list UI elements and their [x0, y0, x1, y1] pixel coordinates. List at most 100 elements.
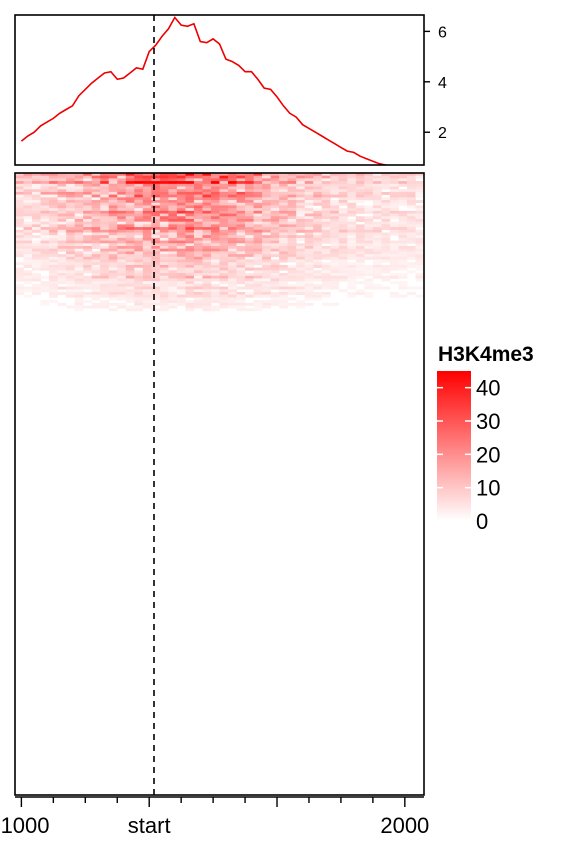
heatmap-cell	[40, 205, 50, 209]
heatmap-cell	[40, 248, 50, 252]
heatmap-cell	[304, 173, 314, 176]
heatmap-cell	[66, 264, 76, 268]
heatmap-cell	[185, 283, 195, 287]
heatmap-cell	[83, 173, 93, 176]
heatmap-cell	[185, 267, 195, 271]
heatmap-cell	[125, 194, 135, 198]
heatmap-cell	[372, 259, 382, 263]
heatmap-cell	[270, 273, 280, 277]
heatmap-cell	[270, 229, 280, 233]
heatmap-cell	[91, 235, 101, 239]
heatmap-cell	[57, 173, 67, 176]
heatmap-cell	[185, 246, 195, 250]
heatmap-cell	[83, 186, 93, 190]
heatmap-cell	[66, 256, 76, 260]
heatmap-cell	[83, 208, 93, 212]
heatmap-cell	[108, 218, 118, 222]
heatmap-cell	[117, 240, 127, 244]
heatmap-cell	[372, 205, 382, 209]
heatmap-cell	[210, 237, 220, 241]
heatmap-cell	[74, 308, 84, 312]
heatmap-cell	[253, 305, 263, 309]
heatmap-cell	[151, 308, 161, 312]
heatmap-cell	[262, 181, 272, 185]
heatmap-cell	[389, 197, 399, 201]
heatmap-cell	[355, 178, 365, 182]
heatmap-cell	[91, 197, 101, 201]
heatmap-cell	[185, 248, 195, 252]
heatmap-cell	[108, 256, 118, 260]
heatmap-cell	[185, 232, 195, 236]
heatmap-cell	[168, 283, 178, 287]
heatmap-cell	[49, 173, 58, 176]
heatmap-cell	[304, 256, 314, 260]
heatmap-cell	[91, 305, 101, 309]
heatmap-cell	[151, 259, 161, 263]
heatmap-cell	[66, 267, 76, 271]
heatmap-cell	[219, 181, 229, 185]
heatmap-cell	[15, 183, 24, 187]
heatmap-cell	[168, 300, 178, 304]
heatmap-cell	[176, 259, 186, 263]
heatmap-cell	[338, 246, 348, 250]
heatmap-cell	[270, 283, 280, 287]
heatmap-cell	[219, 256, 229, 260]
heatmap-cell	[66, 208, 76, 212]
heatmap-cell	[108, 181, 118, 185]
heatmap-cell	[210, 240, 220, 244]
heatmap-cell	[100, 248, 110, 252]
heatmap-cell	[142, 256, 152, 260]
heatmap-cell	[219, 246, 229, 250]
heatmap-cell	[338, 194, 348, 198]
heatmap-cell	[296, 191, 306, 195]
heatmap-cell	[74, 305, 84, 309]
heatmap-cell	[313, 189, 323, 193]
heatmap-cell	[40, 243, 50, 247]
heatmap-cell	[347, 291, 357, 295]
heatmap-cell	[296, 254, 306, 258]
heatmap-cell	[228, 240, 237, 244]
heatmap-cell	[23, 178, 33, 182]
heatmap-cell	[151, 267, 161, 271]
heatmap-cell	[176, 267, 186, 271]
heatmap-cell	[108, 224, 118, 228]
heatmap-cell	[228, 305, 237, 309]
heatmap-cell	[338, 243, 348, 247]
heatmap-cell	[381, 178, 391, 182]
heatmap-cell	[372, 216, 382, 220]
heatmap-cell	[142, 240, 152, 244]
heatmap-cell	[100, 227, 110, 231]
heatmap-cell	[159, 183, 169, 187]
heatmap-cell	[23, 248, 33, 252]
heatmap-cell	[49, 175, 58, 179]
heatmap-cell	[151, 240, 161, 244]
heatmap-cell	[330, 286, 340, 290]
heatmap-cell	[151, 256, 161, 260]
heatmap-cell	[49, 216, 58, 220]
heatmap-cell	[279, 232, 289, 236]
heatmap-cell	[262, 194, 272, 198]
heatmap-cell	[347, 175, 357, 179]
heatmap-cell	[168, 251, 178, 255]
heatmap-cell	[15, 248, 24, 252]
heatmap-cell	[100, 283, 110, 287]
heatmap-cell	[202, 240, 212, 244]
heatmap-cell	[228, 286, 237, 290]
heatmap-cell	[287, 254, 297, 258]
heatmap-cell	[338, 191, 348, 195]
heatmap-cell	[159, 237, 169, 241]
heatmap-cell	[304, 278, 314, 282]
heatmap-cell	[125, 294, 135, 298]
heatmap-cell	[49, 243, 58, 247]
heatmap-cell	[151, 264, 161, 268]
heatmap-cell	[91, 183, 101, 187]
heatmap-cell	[176, 213, 186, 217]
heatmap-cell	[40, 224, 50, 228]
heatmap-cell	[262, 262, 272, 266]
heatmap-cell	[219, 200, 229, 204]
heatmap-cell	[100, 305, 110, 309]
heatmap-cell	[134, 273, 144, 277]
heatmap-cell	[304, 202, 314, 206]
heatmap-cell	[57, 186, 67, 190]
heatmap-cell	[253, 237, 263, 241]
